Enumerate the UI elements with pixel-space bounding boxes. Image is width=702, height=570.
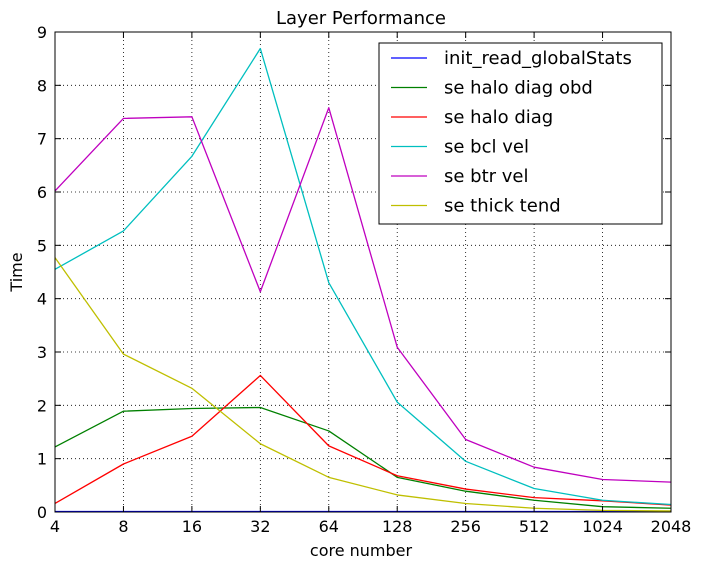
x-axis-label: core number	[310, 541, 413, 560]
y-tick-label: 6	[37, 183, 47, 202]
y-axis-label: Time	[7, 252, 26, 292]
x-tick-label: 256	[450, 517, 481, 536]
x-tick-label: 1024	[582, 517, 623, 536]
legend-label-1: se halo diag obd	[444, 78, 593, 99]
legend-label-4: se btr vel	[444, 166, 529, 187]
y-tick-label: 1	[37, 450, 47, 469]
x-tick-label: 2048	[651, 517, 692, 536]
plot-frame	[54, 31, 672, 513]
legend-label-0: init_read_globalStats	[444, 48, 632, 69]
y-tick-label: 8	[37, 76, 47, 95]
chart-title: Layer Performance	[276, 8, 446, 29]
x-tick-label: 128	[382, 517, 413, 536]
series-line-3	[54, 47, 672, 506]
y-tick-label: 2	[37, 396, 47, 415]
x-tick-label: 8	[118, 517, 128, 536]
legend-label-5: se thick tend	[444, 196, 561, 217]
legend-box	[378, 42, 663, 225]
y-tick-label: 4	[37, 290, 47, 309]
series-line-4	[54, 107, 672, 483]
y-tick-label: 0	[37, 503, 47, 522]
series-line-2	[54, 374, 672, 506]
y-tick-label: 7	[37, 130, 47, 149]
legend-label-2: se halo diag	[444, 107, 553, 128]
series-line-1	[54, 406, 672, 509]
x-tick-label: 16	[182, 517, 202, 536]
x-tick-label: 32	[250, 517, 270, 536]
y-tick-label: 3	[37, 343, 47, 362]
legend-label-3: se bcl vel	[444, 137, 529, 158]
y-axis-ticks: 0 1 2 3 4 5 6 7 8 9	[37, 23, 671, 522]
y-tick-label: 9	[37, 23, 47, 42]
y-tick-label: 5	[37, 236, 47, 255]
series-lines	[54, 47, 672, 513]
x-tick-label: 512	[519, 517, 550, 536]
x-axis-ticks: 4 8 16 32 64 128 256 512 1024 2048	[50, 32, 691, 536]
series-line-5	[54, 257, 672, 512]
x-tick-label: 4	[50, 517, 60, 536]
x-tick-label: 64	[319, 517, 339, 536]
